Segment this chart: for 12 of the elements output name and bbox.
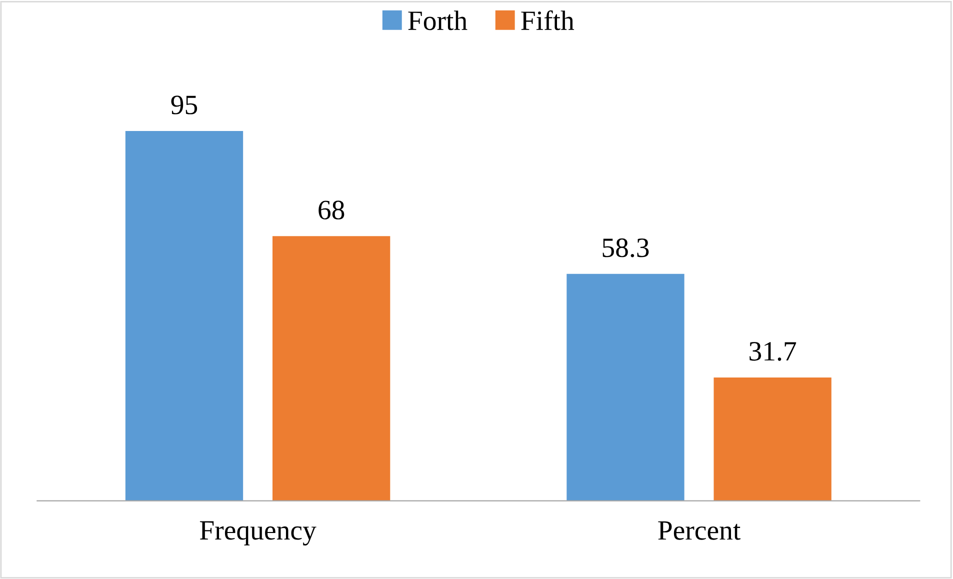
bar [566, 274, 684, 501]
data-label: 58.3 [602, 238, 649, 258]
bar [272, 236, 390, 501]
x-tick-label: Frequency [200, 521, 316, 546]
bar [125, 131, 244, 501]
legend-label: Forth [408, 10, 468, 30]
x-tick-label: Percent [658, 521, 741, 540]
bar [714, 377, 832, 501]
data-label: 95 [171, 96, 198, 114]
data-label: 31.7 [750, 342, 796, 361]
data-label: 68 [318, 200, 344, 220]
legend-label: Fifth [521, 10, 574, 30]
